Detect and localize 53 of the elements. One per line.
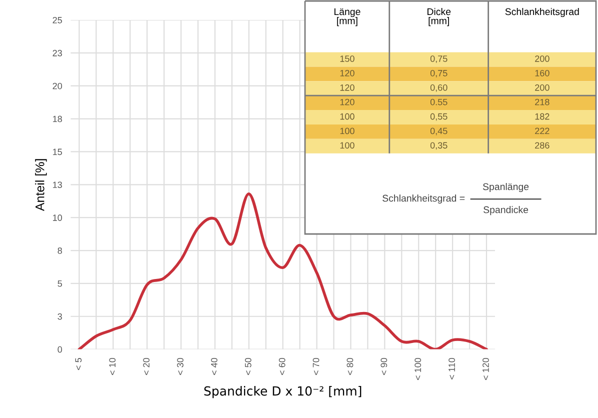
x-tick-label: < 70 (312, 358, 320, 376)
category-label: Schlankheitsgrad (505, 8, 579, 18)
y-tick-label: 18 (53, 116, 62, 122)
text: 160 (535, 70, 550, 76)
x-tick-label: < 120 (482, 358, 489, 380)
x-tick-label: < 80 (346, 358, 354, 376)
category-label: Dicke [mm] (428, 8, 451, 26)
text: 100 (340, 113, 354, 120)
y-axis-title: Anteil [%] (35, 159, 47, 212)
y-tick-label: 20 (52, 82, 62, 90)
text: 0,35 (430, 142, 448, 150)
text: 0,55 (430, 113, 448, 121)
text: 120 (340, 70, 354, 76)
text: 200 (535, 56, 550, 62)
text: 120 (340, 84, 354, 91)
y-tick-label: 10 (53, 214, 62, 221)
annotation: Spanlänge (482, 182, 529, 192)
text: 0,45 (430, 128, 448, 136)
y-tick-label: 3 (58, 313, 62, 320)
y-tick-label: 0 (58, 346, 62, 353)
text: 120 (340, 98, 354, 106)
text: 0,60 (430, 84, 448, 92)
y-tick-label: 8 (58, 247, 62, 254)
text: 100 (340, 142, 354, 149)
x-tick-label: < 100 (414, 358, 422, 380)
annotation: Spandicke (484, 206, 528, 216)
y-tick-label: 13 (53, 182, 62, 188)
text: 218 (535, 98, 550, 106)
x-axis-title: Spandicke D x 10⁻² [mm] (204, 386, 362, 398)
annotation: Schlankheitsgrad = (382, 194, 465, 204)
text: 0.55 (430, 98, 448, 106)
text: 182 (535, 113, 550, 120)
x-tick-label: < 5 (75, 358, 82, 370)
y-tick-label: 15 (53, 148, 62, 156)
text: 200 (535, 84, 550, 91)
y-tick-label: 5 (58, 280, 62, 287)
x-tick-label: < 110 (448, 358, 455, 380)
x-tick-label: < 30 (177, 358, 184, 376)
text: 100 (340, 128, 354, 134)
x-tick-label: < 50 (244, 358, 252, 376)
x-tick-label: < 60 (278, 358, 286, 376)
y-tick-label: 25 (52, 16, 62, 24)
x-tick-label: < 40 (210, 358, 218, 376)
x-tick-label: < 20 (143, 358, 150, 376)
text: 286 (535, 142, 550, 149)
x-tick-label: < 90 (380, 358, 388, 376)
y-tick-label: 23 (52, 50, 62, 56)
text: 222 (535, 128, 550, 134)
text: 0,75 (430, 56, 448, 63)
x-tick-label: < 10 (109, 358, 116, 376)
text: 0,75 (430, 70, 448, 78)
text: 150 (340, 56, 354, 62)
category-label: Länge [mm] (334, 8, 360, 26)
